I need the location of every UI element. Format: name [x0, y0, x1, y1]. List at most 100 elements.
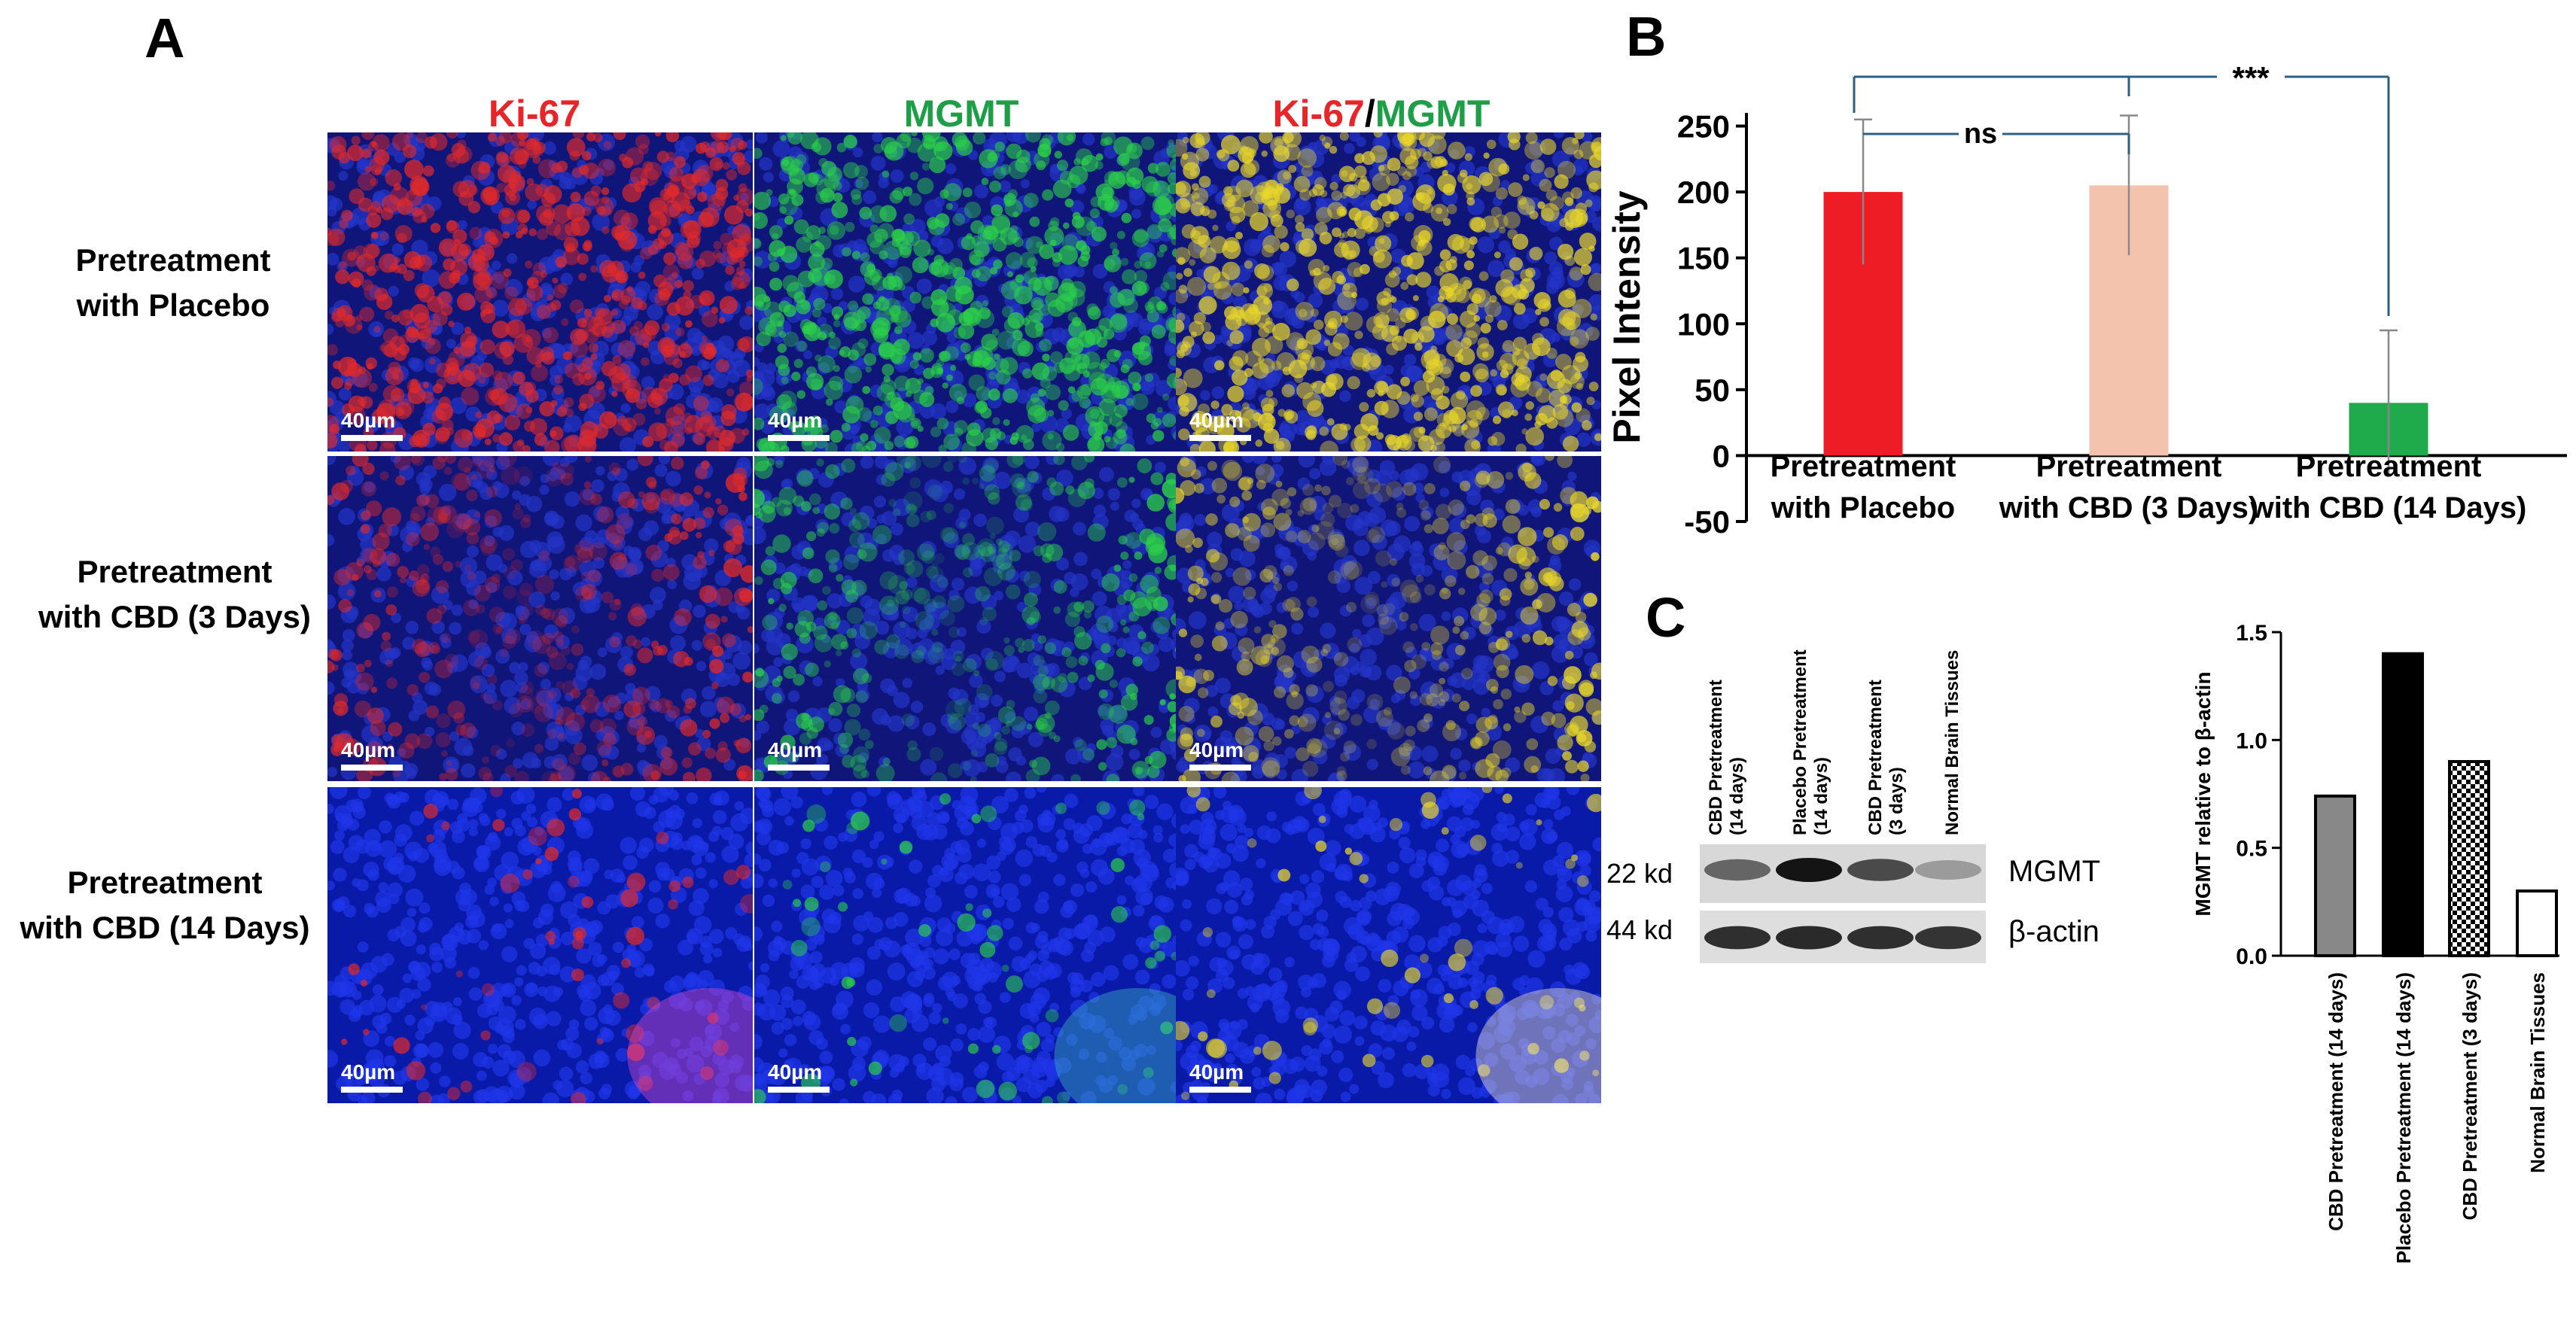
row-label-placebo: Pretreatment with Placebo	[75, 242, 271, 323]
merge-separator: /	[1364, 93, 1375, 135]
lane-label-3: CBD Pretreatment (3 days)	[1865, 680, 1907, 835]
blot-protein-actin: β-actin	[2008, 915, 2099, 948]
bar-1	[2314, 794, 2356, 957]
scale-bar-line	[768, 1087, 830, 1093]
x-category-label: Pretreatment	[2296, 450, 2482, 483]
y-tick-label: 1.0	[2236, 728, 2267, 753]
scale-bar-label: 40µm	[1189, 409, 1244, 432]
lane-label-1: CBD Pretreatment (14 days)	[1706, 680, 1747, 835]
micrograph-cbd-14d-mgmt: 40µm	[754, 787, 1180, 1103]
stars-label: ***	[2232, 60, 2270, 96]
x-category-label: Placebo Pretreatment (14 days)	[2392, 972, 2415, 1263]
x-category-label: CBD Pretreatment (14 days)	[2325, 972, 2347, 1231]
scale-bar-label: 40µm	[341, 409, 396, 432]
micrograph-cbd-3d-merge: 40µm	[1176, 456, 1601, 781]
lane-label-2: Placebo Pretreatment (14 days)	[1790, 649, 1832, 835]
mgmt-relative-chart: 0.0 0.5 1.0 1.5 MGMT relative to β-actin CBD …	[2191, 621, 2559, 1263]
y-tick-label: 1.5	[2236, 621, 2267, 646]
blot-band	[1915, 860, 1981, 880]
scale-bar-label: 40µm	[341, 738, 396, 762]
y-tick-label: 250	[1677, 109, 1730, 144]
scale-bar-label: 40µm	[341, 1060, 396, 1084]
x-category-label: with CBD (14 Days)	[2250, 491, 2527, 525]
blot-band	[1704, 926, 1771, 950]
blot-kd-22: 22 kd	[1606, 858, 1673, 889]
col-header-merge: Ki-67/MGMT	[1174, 92, 1588, 135]
blot-band	[1776, 858, 1842, 882]
scale-bar: 40µm	[1189, 738, 1251, 771]
scale-bar-label: 40µm	[768, 409, 823, 432]
bar-2	[2382, 652, 2424, 958]
stars-label-bg	[2217, 60, 2285, 93]
micrograph-placebo-merge: 40µm	[1176, 132, 1601, 452]
ns-label-bg	[1959, 117, 2002, 151]
y-tick-label: 100	[1677, 306, 1730, 342]
micrograph-cbd-3d-ki67: 40µm	[327, 456, 753, 781]
scale-bar-line	[341, 765, 403, 771]
blot-band	[1704, 859, 1771, 881]
y-tick-label: 0	[1713, 438, 1730, 473]
scale-bar: 40µm	[768, 409, 830, 441]
x-category-label: Normal Brain Tissues	[2526, 972, 2549, 1173]
micrograph-cbd-3d-mgmt: 40µm	[754, 456, 1180, 781]
bar-3	[2448, 760, 2490, 957]
panel-a-letter: A	[145, 7, 185, 69]
scale-bar-line	[768, 435, 830, 441]
pixel-intensity-chart: -50 0 50 100 150 200 250 Pixel Intensity Pretrea…	[1606, 60, 2567, 540]
scale-bar-line	[341, 435, 403, 441]
micrograph-placebo-ki67: 40µm	[327, 132, 753, 452]
row-label-cbd-14d: Pretreatment with CBD (14 Days)	[20, 865, 310, 945]
scale-bar: 40µm	[341, 738, 403, 771]
x-category-label: with CBD (3 Days)	[1999, 491, 2259, 525]
scale-bar-line	[1189, 435, 1251, 441]
scale-bar-line	[1189, 1087, 1251, 1093]
y-axis-label: Pixel Intensity	[1606, 190, 1648, 443]
micrograph-cbd-14d-merge: 40µm	[1176, 787, 1601, 1103]
scale-bar-label: 40µm	[1189, 738, 1244, 762]
micrograph-placebo-mgmt: 40µm	[754, 132, 1180, 452]
y-tick-label: 150	[1677, 241, 1730, 276]
western-blot	[1700, 844, 1986, 963]
x-category-label: CBD Pretreatment (3 days)	[2459, 972, 2481, 1220]
scale-bar: 40µm	[341, 409, 403, 441]
scale-bar: 40µm	[1189, 1060, 1251, 1093]
y-tick-label: 200	[1677, 175, 1730, 210]
y-axis-label: MGMT relative to β-actin	[2191, 671, 2215, 916]
scale-bar-line	[768, 765, 830, 771]
bar-4	[2516, 889, 2558, 957]
scale-bar-line	[1189, 765, 1251, 771]
panel-b-letter: B	[1626, 5, 1667, 68]
panel-c-letter: C	[1646, 586, 1686, 649]
col-header-mgmt: MGMT	[754, 92, 1168, 135]
scale-bar: 40µm	[768, 1060, 830, 1093]
blot-band	[1847, 926, 1914, 950]
scale-bar-label: 40µm	[1189, 1060, 1244, 1084]
mgmt-label: MGMT	[903, 93, 1019, 135]
scale-bar: 40µm	[1189, 409, 1251, 441]
micrograph-cbd-14d-ki67: 40µm	[327, 787, 753, 1103]
scale-bar: 40µm	[341, 1060, 403, 1093]
y-tick-label: 50	[1694, 373, 1730, 408]
x-category-label: Pretreatment	[1771, 450, 1956, 483]
blot-band	[1915, 926, 1981, 950]
y-tick-label: -50	[1684, 504, 1730, 540]
ki67-label: Ki-67	[488, 93, 581, 135]
x-category-label: with Placebo	[1771, 491, 1956, 525]
col-header-ki67: Ki-67	[327, 92, 741, 135]
merge-mgmt-label: MGMT	[1375, 93, 1490, 135]
scale-bar-label: 40µm	[768, 738, 823, 762]
y-tick-label: 0.0	[2236, 944, 2267, 969]
scale-bar-line	[341, 1087, 403, 1093]
y-tick-label: 0.5	[2236, 837, 2267, 862]
lane-label-4: Normal Brain Tissues	[1942, 649, 1962, 835]
blot-protein-mgmt: MGMT	[2008, 855, 2101, 888]
blot-kd-44: 44 kd	[1606, 914, 1673, 945]
scale-bar-label: 40µm	[768, 1060, 823, 1084]
scale-bar: 40µm	[768, 738, 830, 771]
x-category-label: Pretreatment	[2036, 450, 2222, 483]
ns-label: ns	[1964, 118, 1997, 150]
blot-band	[1776, 926, 1842, 950]
merge-ki67-label: Ki-67	[1272, 93, 1365, 135]
row-label-cbd-3d: Pretreatment with CBD (3 Days)	[38, 554, 311, 634]
blot-band	[1847, 859, 1914, 881]
